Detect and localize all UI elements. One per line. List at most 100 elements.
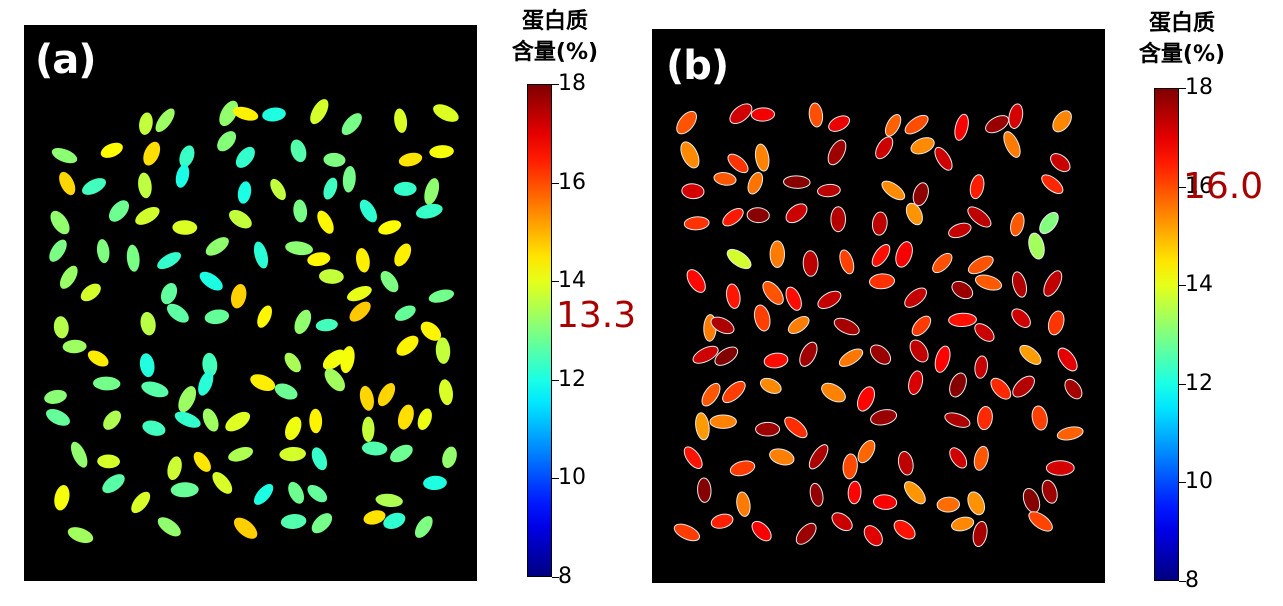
rice-grain bbox=[315, 318, 338, 332]
rice-grain bbox=[1011, 271, 1028, 298]
colorbar-tick-label-b: 10 bbox=[1185, 469, 1213, 494]
rice-grain bbox=[356, 248, 370, 273]
colorbar-tick-label-b: 14 bbox=[1185, 272, 1213, 297]
rice-grain bbox=[871, 244, 891, 267]
rice-grain bbox=[253, 483, 274, 505]
colorbar-title-a-line2: 含量(%) bbox=[511, 40, 599, 65]
rice-grain bbox=[985, 115, 1010, 134]
rice-grain bbox=[311, 447, 328, 471]
rice-grain bbox=[293, 199, 308, 223]
colorbar-tick-b bbox=[1179, 88, 1186, 89]
rice-grain bbox=[869, 344, 892, 365]
rice-grain bbox=[394, 243, 412, 267]
rice-grain bbox=[932, 252, 953, 274]
rice-grain bbox=[722, 380, 746, 404]
colorbar-tick-b bbox=[1179, 581, 1186, 582]
colorbar-tick-a bbox=[552, 380, 559, 381]
colorbar-a bbox=[527, 84, 552, 577]
rice-grain bbox=[673, 523, 701, 542]
colorbar-tick-a bbox=[552, 577, 559, 578]
rice-grain bbox=[140, 311, 156, 336]
rice-grain bbox=[1012, 375, 1035, 398]
rice-grain bbox=[912, 182, 929, 207]
colorbar-tick-label-b: 8 bbox=[1185, 568, 1199, 593]
colorbar-tick-label-a: 8 bbox=[558, 564, 572, 589]
rice-grain bbox=[977, 406, 993, 431]
grains-a bbox=[44, 99, 459, 544]
rice-grain bbox=[341, 113, 362, 136]
rice-grain bbox=[817, 290, 842, 310]
rice-grain bbox=[361, 441, 388, 456]
rice-grain bbox=[228, 447, 254, 462]
rice-grain bbox=[49, 239, 67, 262]
rice-grain bbox=[785, 286, 802, 311]
rice-grain bbox=[729, 103, 753, 125]
rice-grain bbox=[783, 175, 811, 189]
rice-grain bbox=[973, 445, 989, 471]
rice-grain bbox=[683, 446, 703, 470]
rice-grain bbox=[863, 525, 883, 547]
rice-grain bbox=[817, 183, 841, 198]
rice-grain bbox=[909, 339, 929, 363]
rice-grain bbox=[833, 317, 860, 336]
rice-grain bbox=[1019, 344, 1042, 365]
rice-grain bbox=[948, 312, 977, 328]
rice-grain bbox=[103, 410, 122, 430]
rice-grain bbox=[54, 484, 70, 511]
rice-grain bbox=[1003, 131, 1021, 158]
rice-grain bbox=[141, 381, 169, 398]
rice-grain bbox=[951, 280, 974, 300]
rice-grain bbox=[317, 210, 334, 234]
rice-grain bbox=[359, 385, 374, 411]
rice-grain bbox=[763, 352, 789, 369]
rice-grain bbox=[253, 241, 269, 269]
rice-grain bbox=[681, 183, 705, 200]
rice-grain bbox=[59, 171, 76, 196]
rice-grain bbox=[172, 220, 198, 235]
rice-grain bbox=[199, 271, 223, 291]
rice-grain bbox=[230, 284, 247, 309]
rice-grain bbox=[435, 337, 451, 364]
rice-grain bbox=[397, 404, 414, 430]
rice-grain bbox=[290, 139, 307, 163]
rice-grain bbox=[726, 248, 752, 270]
rice-grain bbox=[1057, 347, 1078, 372]
rice-grain bbox=[910, 137, 935, 155]
rice-grain bbox=[714, 346, 739, 366]
rice-grain bbox=[934, 146, 953, 171]
rice-grain bbox=[1041, 479, 1058, 504]
rice-grain bbox=[1022, 487, 1041, 514]
rice-grain bbox=[949, 372, 967, 398]
rice-grain bbox=[51, 148, 78, 164]
rice-grain bbox=[311, 513, 333, 534]
rice-grain bbox=[377, 383, 396, 407]
rice-grain bbox=[697, 477, 712, 503]
rice-grain bbox=[174, 411, 201, 428]
rice-grain bbox=[80, 283, 101, 302]
rice-grain bbox=[747, 171, 764, 195]
rice-grain bbox=[808, 102, 824, 128]
rice-grain bbox=[131, 491, 151, 514]
rice-grain bbox=[250, 374, 276, 391]
rice-grain bbox=[225, 411, 251, 432]
rice-grain bbox=[769, 448, 795, 466]
rice-grain bbox=[1047, 310, 1065, 336]
rice-grain bbox=[204, 309, 230, 325]
rice-grain bbox=[831, 512, 853, 532]
rice-grain bbox=[175, 164, 190, 188]
rice-grain bbox=[323, 152, 346, 167]
rice-grain bbox=[280, 514, 307, 529]
rice-grain bbox=[709, 414, 737, 429]
rice-grain bbox=[787, 315, 810, 335]
rice-grain bbox=[157, 517, 181, 537]
rice-grain bbox=[1028, 232, 1045, 260]
rice-grain bbox=[138, 172, 152, 199]
rice-grain bbox=[881, 180, 906, 201]
rice-grain bbox=[262, 107, 286, 122]
rice-grain bbox=[279, 446, 306, 462]
colorbar-tick-a bbox=[552, 183, 559, 184]
rice-grain bbox=[1050, 153, 1071, 173]
colorbar-tick-b bbox=[1179, 187, 1186, 188]
rice-grain bbox=[884, 114, 902, 137]
rice-grain bbox=[904, 287, 927, 308]
